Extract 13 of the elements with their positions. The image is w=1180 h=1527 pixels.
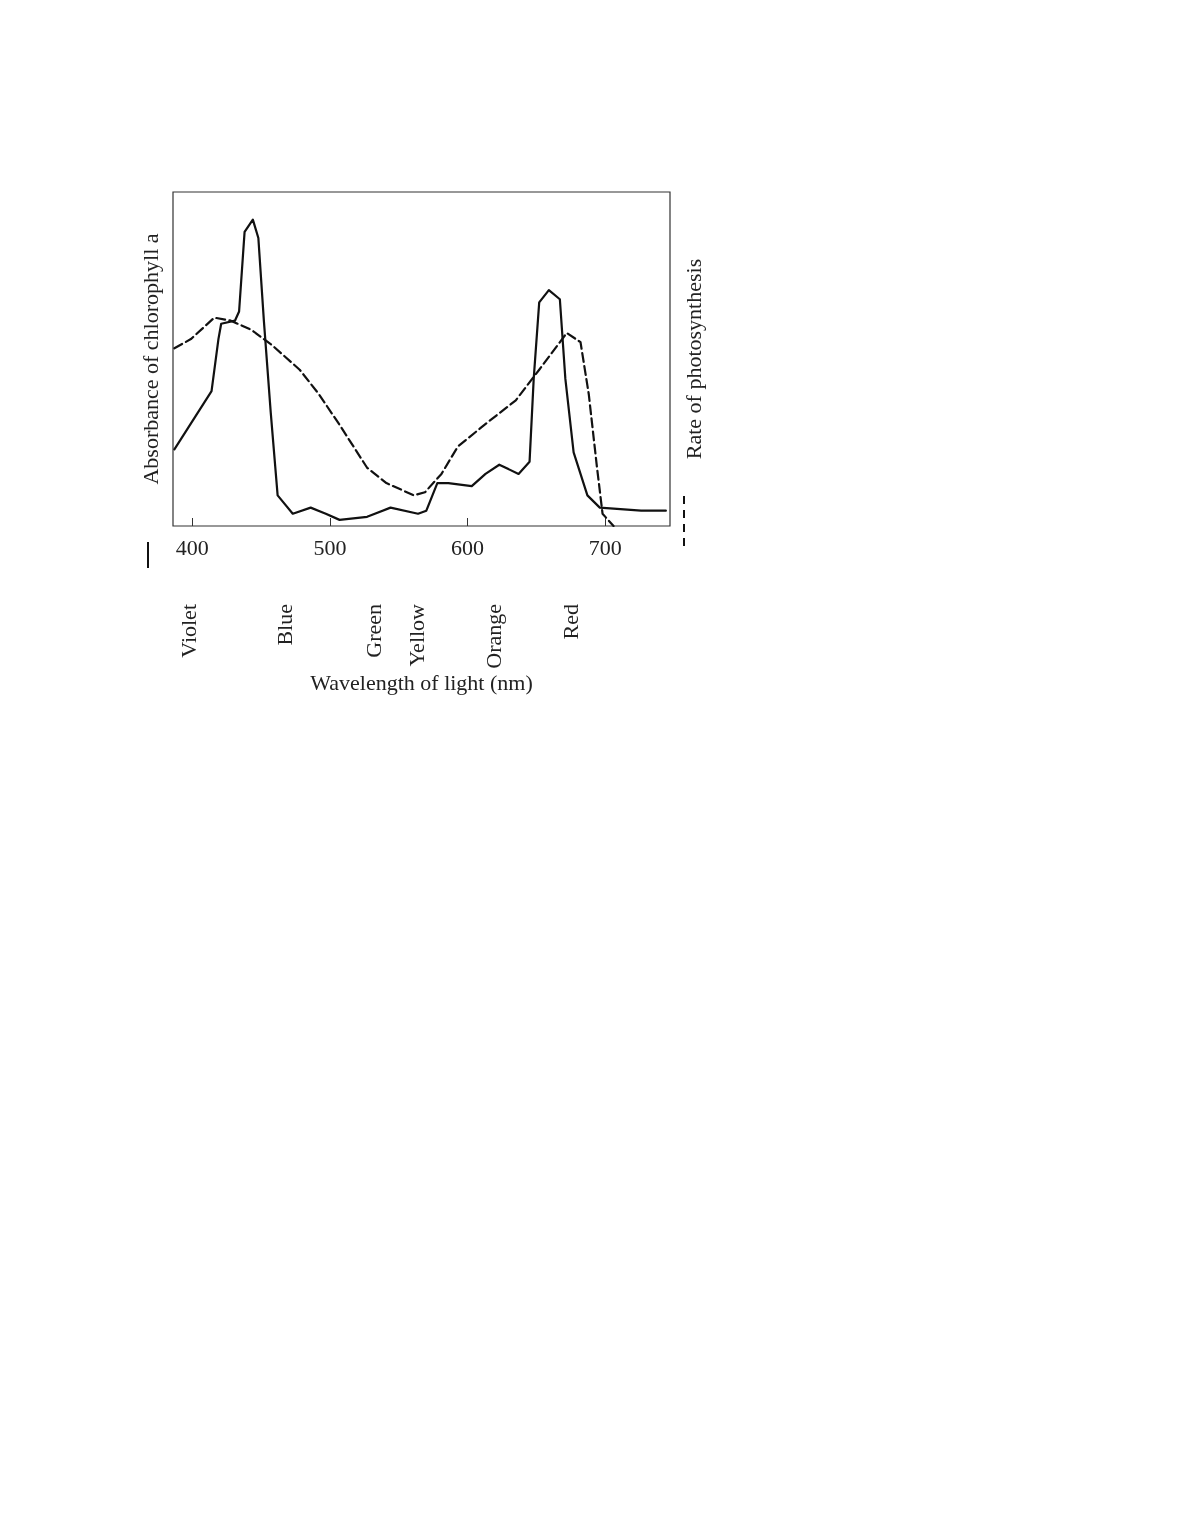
text: Violet: [175, 604, 201, 658]
y-axis-title: Absorbance of chlorophyll a: [137, 233, 163, 485]
text: Yellow: [403, 603, 429, 667]
x-tick-label: 600: [451, 534, 485, 560]
text: Red: [557, 604, 583, 640]
y2-axis-title: Rate of photosynthesis: [680, 258, 706, 460]
x-tick-label: 400: [175, 534, 209, 560]
text: Green: [360, 604, 386, 658]
x-tick-label: 700: [588, 534, 622, 560]
x-tick-label: 500: [313, 534, 347, 560]
text: Orange: [480, 604, 506, 669]
text: Wavelength of light (nm): [310, 669, 533, 695]
text: Blue: [271, 604, 297, 646]
